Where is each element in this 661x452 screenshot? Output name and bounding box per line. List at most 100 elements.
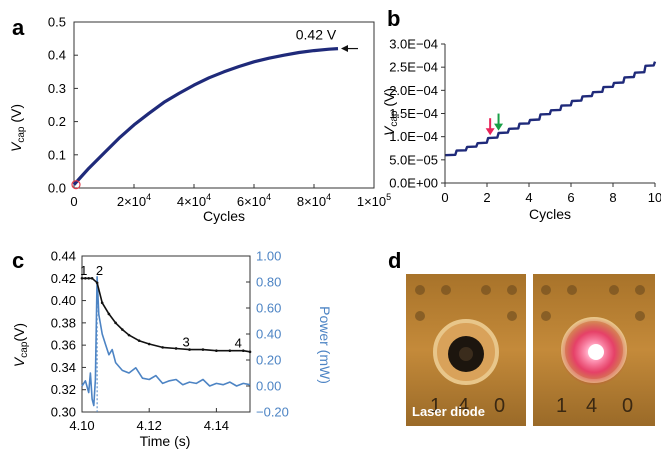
y-tick-label: 0.1 — [48, 147, 66, 162]
svg-text:4: 4 — [458, 395, 469, 417]
y-tick-label: 2.5E−04 — [389, 60, 438, 75]
board-holes — [415, 285, 517, 321]
y-tick-label: 3.0E−04 — [389, 37, 438, 52]
x-axis-label: Cycles — [203, 208, 245, 224]
laser-emission-core — [588, 344, 604, 360]
svg-text:0: 0 — [494, 395, 505, 417]
y-tick-label: 0.34 — [51, 360, 76, 375]
laser-diode-aperture — [459, 347, 473, 361]
x-tick-label: 4.12 — [137, 418, 162, 433]
x-tick-label: 0 — [441, 190, 448, 205]
point-label: 2 — [96, 263, 103, 278]
x-tick-label: 8 — [609, 190, 616, 205]
x-tick-label: 6 — [567, 190, 574, 205]
x-tick-label: 4×104 — [177, 192, 211, 209]
y-axis-label-sub: cap — [19, 341, 30, 358]
y2-tick-label: 0.00 — [256, 379, 281, 394]
step-arrowhead — [485, 128, 495, 136]
x-tick-label: 8×104 — [297, 192, 331, 209]
y-tick-label: 0.40 — [51, 293, 76, 308]
y-axis-label-main: V — [8, 141, 24, 152]
y-tick-label: 5.0E−05 — [389, 152, 438, 167]
voltage-point — [188, 348, 191, 351]
y-axis-label-main: V — [11, 356, 27, 367]
x-tick-label: 2×104 — [117, 192, 151, 209]
voltage-point — [80, 276, 84, 280]
y-axis-label-unit: (V) — [11, 323, 27, 342]
y2-tick-label: 1.00 — [256, 249, 281, 264]
voltage-point — [87, 276, 91, 280]
voltage-point — [137, 339, 141, 342]
x-tick-label: 10 — [648, 190, 661, 205]
y-axis-label-sub: cap — [389, 110, 400, 127]
y-axis-label-unit: (V) — [381, 88, 397, 111]
panel-letter: a — [12, 15, 25, 40]
annotation-arrowhead — [341, 45, 348, 53]
panel-c: c Vcap(V) Power (mW) Time (s) 4.10 4.12 4.… — [11, 248, 333, 449]
voltage-point — [100, 301, 104, 305]
y2-tick-label: 0.20 — [256, 353, 281, 368]
y-axis-label-unit: (V) — [8, 104, 24, 127]
y-axis-label-main: V — [381, 125, 397, 136]
panel-a: a Vcap (V) Cycles 0 2×104 4×104 6×104 8×104 1… — [8, 15, 391, 225]
y-tick-label: 0.0 — [48, 181, 66, 196]
panel-letter: d — [388, 248, 401, 273]
x-tick-label: 4.10 — [69, 418, 94, 433]
y2-tick-label: −0.20 — [256, 405, 289, 420]
voltage-point — [121, 328, 124, 331]
y2-tick-label: 0.80 — [256, 275, 281, 290]
y-tick-label: 0.32 — [51, 382, 76, 397]
series-line — [72, 47, 339, 186]
voltage-point — [147, 342, 151, 346]
point-label: 1 — [80, 263, 87, 278]
voltage-point — [90, 276, 94, 280]
x-tick-label: 4 — [525, 190, 532, 205]
plot-area — [71, 47, 339, 190]
start-point-marker — [71, 180, 81, 190]
voltage-point — [174, 347, 178, 350]
x-tick-label: 1×105 — [357, 192, 391, 209]
point-label: 4 — [235, 335, 242, 350]
y-tick-label: 0.5 — [48, 15, 66, 30]
panel-letter: b — [387, 6, 400, 31]
y-axis-label: Vcap(V) — [11, 323, 30, 367]
svg-text:1: 1 — [556, 395, 567, 417]
y-tick-label: 0.2 — [48, 114, 66, 129]
voltage-point — [215, 349, 218, 353]
y-tick-label: 0.42 — [51, 271, 76, 286]
y-tick-label: 1.0E−04 — [389, 129, 438, 144]
x-axis-label: Time (s) — [140, 433, 191, 449]
voltage-point — [114, 321, 117, 325]
photo-label: Laser diode — [412, 404, 485, 419]
board-holes — [541, 285, 645, 321]
voltage-point — [201, 348, 205, 351]
point-label: 3 — [183, 334, 190, 349]
panel-letter: c — [12, 248, 24, 273]
x-axis-label: Cycles — [529, 206, 571, 222]
x-tick-label: 0 — [70, 194, 77, 209]
plot-area — [444, 61, 657, 157]
x-tick-label: 2 — [483, 190, 490, 205]
y-tick-label: 0.30 — [51, 405, 76, 420]
svg-text:1: 1 — [430, 395, 441, 417]
y2-tick-label: 0.40 — [256, 327, 281, 342]
y-tick-label: 0.0E+00 — [389, 176, 438, 191]
y-tick-label: 0.38 — [51, 315, 76, 330]
voltage-point — [95, 281, 99, 285]
y2-tick-label: 0.60 — [256, 301, 281, 316]
voltage-point — [248, 350, 252, 354]
x-tick-label: 6×104 — [237, 192, 271, 209]
voltage-point — [84, 276, 87, 280]
ticks: 0 2 4 6 8 10 0.0E+00 5.0E−05 1.0E−04 1.5E−04 2.0E−… — [389, 37, 661, 206]
voltage-point — [127, 333, 131, 337]
y-axis-label: Vcap (V) — [381, 88, 400, 136]
plot-frame — [73, 21, 375, 189]
ticks: 4.10 4.12 4.14 0.30 0.32 0.34 0.36 0.38 0.40 0.42… — [51, 249, 289, 434]
plot-frame — [81, 255, 251, 413]
step-arrowhead — [494, 123, 504, 131]
voltage-point — [161, 346, 164, 349]
y-tick-label: 2.0E−04 — [389, 83, 438, 98]
